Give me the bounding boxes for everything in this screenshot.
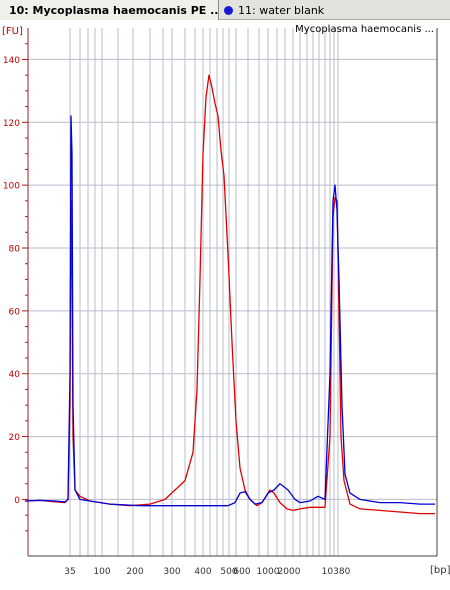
y-axis-label: [FU] [2,26,23,37]
y-tick-label: 40 [9,370,21,380]
axes [22,28,438,557]
x-tick-label: 2000 [278,567,301,577]
y-tick-label: 120 [3,119,20,129]
series-layer [24,74,435,515]
x-tick-label: 10380 [322,567,351,577]
x-tick-label: 500 [220,567,237,577]
tab-label: 11: water blank [238,3,325,17]
y-tick-label: 100 [3,182,20,192]
y-tick-label: 0 [14,496,20,506]
y-tick-label: 80 [9,245,21,255]
sample-trace [24,74,435,515]
x-axis-label: [bp] [430,565,450,576]
y-tick-labels: 0 20 40 60 80 100 120 140 [3,56,20,506]
y-tick-label: 140 [3,56,20,66]
x-tick-label: 300 [163,567,180,577]
x-tick-label: 100 [93,567,110,577]
water-blank-trace [24,115,435,507]
chart-title: Mycoplasma haemocanis ... [295,24,434,35]
electropherogram-chart: 0 20 40 60 80 100 120 140 35 100 200 300 400 500 600 1… [0,20,450,586]
vertical-gridlines [69,28,339,556]
tab-sample-10[interactable]: 10: Mycoplasma haemocanis PE ... [0,0,219,20]
x-tick-label: 200 [126,567,143,577]
tab-bar: 10: Mycoplasma haemocanis PE ... 11: wat… [0,0,450,20]
y-tick-label: 20 [9,433,21,443]
horizontal-gridlines [28,58,437,500]
blue-dot-icon [224,5,233,15]
x-tick-label: 400 [194,567,211,577]
tab-label: 10: Mycoplasma haemocanis PE ... [9,3,219,17]
x-tick-label: 1000 [257,567,280,577]
y-tick-label: 60 [9,307,21,317]
tab-sample-11[interactable]: 11: water blank [220,0,450,20]
x-tick-label: 35 [64,567,75,577]
x-tick-label: 600 [233,567,250,577]
